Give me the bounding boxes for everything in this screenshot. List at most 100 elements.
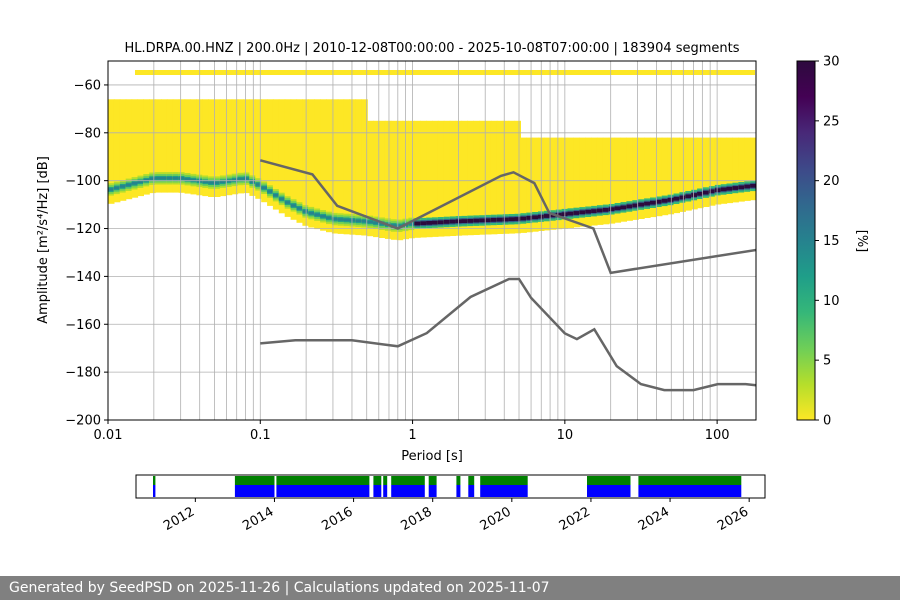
heat-cell [608, 207, 616, 212]
colorbar-tick-label: 0 [823, 414, 831, 429]
heat-cell [691, 137, 698, 210]
heat-cell [337, 99, 345, 234]
heat-cell [467, 120, 474, 236]
heat-cell [714, 137, 722, 205]
heat-cell [379, 120, 386, 238]
heat-cell [149, 99, 156, 194]
heat-cell [685, 137, 692, 211]
heat-cell [667, 137, 675, 215]
heat-cell [278, 99, 286, 214]
heat-cell [272, 194, 280, 197]
heat-cell [331, 217, 339, 221]
heat-cell [738, 185, 745, 190]
heat-cell [190, 99, 197, 195]
y-tick-label: −100 [65, 174, 101, 189]
heat-cell [231, 178, 239, 182]
heat-cell [485, 218, 492, 223]
heat-cell [296, 99, 303, 223]
heat-cell [744, 137, 751, 201]
heat-cell [355, 219, 362, 222]
heat-cell [502, 120, 510, 234]
heat-cell [343, 218, 351, 222]
y-tick-label: −200 [65, 414, 101, 429]
heat-cell [596, 208, 604, 213]
heat-cell [626, 204, 633, 209]
heat-cell [467, 219, 474, 223]
heat-cell [432, 120, 439, 237]
heat-cell [308, 212, 315, 215]
heat-cell [208, 99, 215, 197]
availability-tick-label: 2020 [478, 504, 514, 534]
heat-cell [708, 189, 716, 194]
heat-cell [202, 180, 209, 183]
heat-cell [308, 99, 315, 228]
heat-cell [532, 215, 539, 220]
heat-cell [149, 177, 156, 180]
heat-cell [455, 120, 463, 236]
heat-cell [655, 137, 663, 217]
heat-cell [655, 199, 663, 204]
heat-cell [697, 137, 704, 209]
heat-cell [738, 137, 745, 202]
heat-cell [267, 190, 274, 193]
heat-cell [243, 177, 250, 180]
y-tick-label: −120 [65, 222, 101, 237]
availability-green [383, 476, 388, 485]
heat-cell [184, 178, 192, 181]
heat-cell [296, 207, 303, 210]
heat-cell [573, 211, 580, 215]
heat-cell [750, 137, 756, 201]
heat-cell [697, 191, 704, 196]
heat-cell [750, 183, 756, 188]
heat-cell [520, 216, 527, 221]
availability-green [234, 476, 275, 485]
heat-cell [396, 224, 404, 228]
heat-cell [432, 220, 439, 225]
heat-cell [490, 120, 498, 235]
heat-cell [632, 203, 639, 208]
heat-cell [449, 219, 457, 224]
heat-cell [596, 137, 604, 225]
heat-cell [591, 209, 598, 213]
heat-cell [278, 197, 286, 201]
heat-cell [679, 137, 686, 212]
heat-cell [426, 120, 433, 238]
heat-cell [214, 181, 221, 184]
heat-cell [620, 137, 627, 222]
heat-cell [661, 198, 669, 203]
heat-cell [361, 220, 368, 223]
heat-cell [461, 120, 468, 236]
heat-cell [143, 179, 150, 182]
availability-axis: 2012 2014 2016 2018 2020 2022 2024 2026 [161, 498, 751, 534]
heat-cell [249, 180, 256, 183]
psd-figure: HL.DRPA.00.HNZ | 200.0Hz | 2010-12-08T00… [36, 41, 869, 534]
availability-blue [587, 485, 631, 497]
y-axis-label: Amplitude [m²/s⁴/Hz] [dB] [36, 156, 51, 324]
heat-cell [219, 180, 227, 183]
availability-tick-label: 2022 [557, 504, 593, 534]
colorbar-tick-label: 30 [823, 55, 840, 70]
heat-cell [579, 137, 586, 227]
availability-blue [468, 485, 475, 497]
colorbar-ticks: 0 5 10 15 20 25 30 [815, 55, 840, 429]
heat-cell [408, 120, 415, 239]
heat-cell [667, 198, 675, 202]
heat-cell [714, 188, 722, 193]
heat-cell [585, 137, 592, 227]
heat-cell [249, 99, 256, 196]
availability-green [153, 476, 156, 485]
heat-cell [184, 99, 192, 194]
y-tick-label: −140 [65, 270, 101, 285]
heat-cell [125, 99, 133, 200]
heat-cell [661, 137, 669, 216]
availability-tick-label: 2026 [715, 504, 751, 534]
heat-cell [602, 208, 610, 212]
availability-blue [153, 485, 156, 497]
x-tick-label: 100 [705, 428, 730, 443]
psd-heatmap [108, 70, 756, 241]
heat-cell [208, 181, 215, 184]
heat-cell [485, 120, 492, 235]
heat-cell [261, 186, 268, 189]
heat-cell [414, 221, 421, 226]
heat-cell [166, 99, 174, 193]
